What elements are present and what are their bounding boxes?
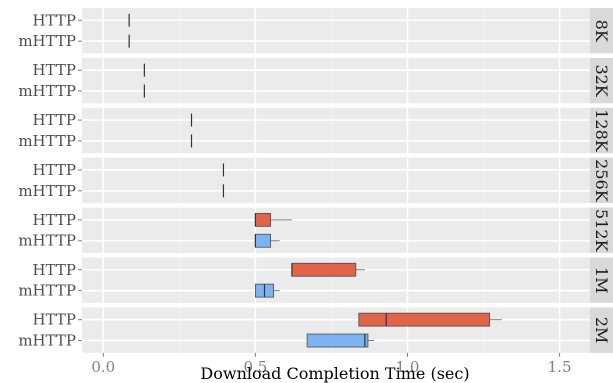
x-tick-label: 0.5 (243, 358, 267, 376)
box-HTTP (254, 212, 271, 227)
facet-2M: 2M HTTP mHTTP (18, 307, 613, 353)
facet-panels: 8KHTTPmHTTP32KHTTPmHTTP128KHTTPmHTTP256K… (18, 8, 613, 353)
panel-background (82, 107, 590, 154)
facet-label: 32K (592, 64, 611, 97)
x-axis: 0.0 0.5 1.0 1.5 (91, 352, 572, 376)
facet-32K: 32K HTTP mHTTP (18, 57, 613, 104)
facet-strip (590, 157, 613, 204)
facet-label: 512K (592, 209, 611, 253)
facet-strip (590, 207, 613, 253)
row-label: mHTTP (18, 182, 76, 200)
facet-label: 1M (592, 267, 611, 294)
row-label: HTTP (33, 211, 76, 229)
row-label: mHTTP (18, 282, 76, 300)
box-HTTP (291, 262, 357, 277)
panel-background (82, 157, 590, 204)
facet-label: 256K (592, 159, 611, 203)
row-label: HTTP (33, 11, 76, 29)
row-label: HTTP (33, 261, 76, 279)
row-label: mHTTP (18, 82, 76, 100)
facet-label: 8K (592, 20, 611, 43)
facet-strip (590, 8, 613, 54)
box-mHTTP (306, 333, 369, 348)
facet-512K: 512K HTTP mHTTP (18, 207, 613, 253)
row-label: HTTP (33, 111, 76, 129)
facet-1M: 1M HTTP mHTTP (18, 257, 613, 303)
row-label: HTTP (33, 161, 76, 179)
row-label: mHTTP (18, 232, 76, 250)
facet-strip (590, 307, 613, 353)
facet-label: 2M (592, 317, 611, 344)
row-label: mHTTP (18, 32, 76, 50)
facet-256K: 256K HTTP mHTTP (18, 157, 613, 204)
x-tick-label: 0.0 (91, 358, 115, 376)
row-label: HTTP (33, 61, 76, 79)
panel-background (82, 8, 590, 54)
panel-background (82, 207, 590, 253)
box-HTTP (358, 312, 491, 327)
facet-label: 128K (592, 109, 611, 153)
facet-8K: 8K HTTP mHTTP (18, 8, 613, 54)
facet-strip (590, 107, 613, 154)
x-tick-label: 1.5 (548, 358, 572, 376)
row-label: HTTP (33, 311, 76, 329)
facet-128K: 128K HTTP mHTTP (18, 107, 613, 154)
row-label: mHTTP (18, 332, 76, 350)
facet-strip (590, 257, 613, 303)
facet-strip (590, 57, 613, 104)
x-axis-label: Download Completion Time (sec) (200, 364, 469, 383)
x-tick-label: 1.0 (396, 358, 420, 376)
row-label: mHTTP (18, 132, 76, 150)
box-mHTTP (254, 233, 271, 248)
panel-background (82, 57, 590, 104)
